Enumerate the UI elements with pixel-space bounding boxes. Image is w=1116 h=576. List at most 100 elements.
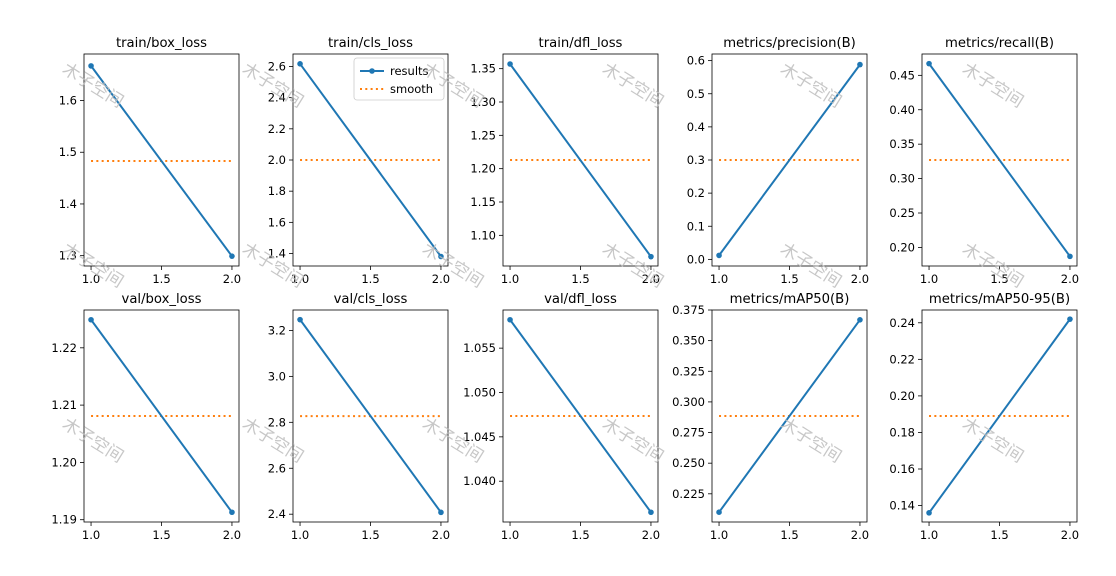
y-tick-label: 0.24 (889, 316, 915, 330)
results-point (648, 509, 654, 516)
results-point (88, 316, 94, 323)
results-line (509, 63, 652, 258)
results-point (438, 253, 444, 260)
subplot-metrics-map50-b: metrics/mAP50(B) 1.0 1.5 2.0 0.225 0.250 0.275… (672, 292, 869, 542)
y-tick-label: 0.3 (687, 153, 705, 167)
subplot-title: metrics/mAP50(B) (730, 292, 850, 307)
y-tick-label: 0.5 (687, 87, 705, 101)
y-tick-label: 0.2 (687, 186, 705, 200)
x-tick-label: 2.0 (851, 528, 869, 542)
y-tick-label: 0.4 (687, 120, 705, 134)
results-point (438, 509, 444, 516)
y-tick-label: 1.040 (463, 474, 496, 488)
x-tick-label: 1.5 (361, 528, 379, 542)
legend-smooth-label: smooth (390, 82, 433, 96)
results-point (297, 61, 303, 67)
x-tick-label: 1.5 (990, 272, 1008, 286)
results-point (1067, 316, 1073, 322)
y-tick-label: 1.055 (463, 341, 496, 355)
y-tick-label: 0.35 (889, 137, 915, 151)
y-tick-label: 1.20 (51, 455, 77, 469)
x-tick-label: 2.0 (642, 528, 660, 542)
y-tick-label: 0.300 (672, 395, 705, 409)
y-tick-label: 1.6 (268, 215, 286, 229)
y-tick-label: 1.8 (268, 184, 286, 198)
subplot-title: train/cls_loss (328, 36, 413, 51)
watermark-text: 木子空间 (777, 59, 845, 112)
subplot-metrics-map50-95-b: metrics/mAP50-95(B) 1.0 1.5 2.0 0.14 0.16 0.18… (889, 292, 1079, 542)
results-line (718, 64, 861, 256)
legend: results smooth (353, 57, 445, 101)
x-tick-label: 1.5 (571, 528, 589, 542)
results-line (90, 65, 233, 257)
x-tick-label: 2.0 (223, 528, 241, 542)
y-tick-label: 1.5 (59, 145, 77, 159)
x-tick-label: 1.0 (291, 528, 309, 542)
results-point (297, 316, 303, 323)
y-tick-label: 1.25 (470, 128, 496, 142)
y-tick-label: 1.050 (463, 385, 496, 399)
subplot-train-cls-loss: train/cls_loss 1.0 1.5 2.0 1.4 1.6 1.8 2.0 2.2 2.… (268, 36, 450, 286)
subplot-title: val/cls_loss (334, 292, 408, 307)
x-tick-label: 1.0 (501, 272, 519, 286)
results-point (716, 509, 722, 515)
results-point (1067, 253, 1073, 260)
x-tick-label: 2.0 (642, 272, 660, 286)
subplot-metrics-recall-b: metrics/recall(B) 1.0 1.5 2.0 0.20 0.25 0.30 0.… (889, 36, 1079, 286)
results-line (299, 63, 442, 258)
y-tick-label: 0.1 (687, 219, 705, 233)
subplot-title: val/dfl_loss (544, 292, 617, 307)
subplot-metrics-precision-b: metrics/precision(B) 1.0 1.5 2.0 0.0 0.1 0.2 0.… (687, 36, 869, 286)
y-tick-label: 3.2 (268, 323, 286, 337)
y-tick-label: 0.250 (672, 456, 705, 470)
x-tick-label: 1.0 (710, 272, 728, 286)
results-line (928, 63, 1071, 257)
subplot-title: val/box_loss (122, 292, 202, 307)
watermark-text: 木子空间 (959, 59, 1027, 112)
y-tick-label: 3.0 (268, 369, 286, 383)
x-tick-label: 1.0 (82, 272, 100, 286)
y-tick-label: 1.15 (470, 195, 496, 209)
y-tick-label: 0.25 (889, 206, 915, 220)
y-tick-label: 0.20 (889, 240, 915, 254)
x-tick-label: 1.5 (780, 528, 798, 542)
watermark-text: 木子空间 (777, 414, 845, 467)
results-line (90, 319, 233, 513)
y-tick-label: 1.35 (470, 62, 496, 76)
results-point (857, 317, 863, 323)
y-tick-label: 0.30 (889, 172, 915, 186)
y-tick-label: 1.3 (59, 249, 77, 263)
results-point (507, 61, 513, 67)
y-tick-label: 2.4 (268, 507, 286, 521)
y-tick-label: 0.225 (672, 487, 705, 501)
y-tick-label: 1.20 (470, 162, 496, 176)
y-tick-label: 2.6 (268, 461, 286, 475)
x-tick-label: 1.0 (82, 528, 100, 542)
subplot-train-box-loss: train/box_loss 1.0 1.5 2.0 1.3 1.4 1.5 1.6 (59, 36, 241, 286)
x-tick-label: 1.5 (571, 272, 589, 286)
y-tick-label: 1.045 (463, 430, 496, 444)
subplot-title: metrics/mAP50-95(B) (929, 292, 1070, 307)
results-line (718, 319, 861, 513)
x-tick-label: 1.5 (152, 528, 170, 542)
y-tick-label: 1.30 (470, 95, 496, 109)
y-tick-label: 0.20 (889, 389, 915, 403)
x-tick-label: 2.0 (1061, 272, 1079, 286)
y-tick-label: 0.14 (889, 499, 915, 513)
y-tick-label: 0.18 (889, 425, 915, 439)
subplot-val-dfl-loss: val/dfl_loss 1.0 1.5 2.0 1.040 1.045 1.050 1.05… (463, 292, 660, 542)
legend-results-label: results (390, 64, 429, 78)
y-tick-label: 0.375 (672, 303, 705, 317)
y-tick-label: 2.0 (268, 153, 286, 167)
subplot-title: train/box_loss (116, 36, 207, 51)
x-tick-label: 1.0 (501, 528, 519, 542)
x-tick-label: 2.0 (851, 272, 869, 286)
y-tick-label: 1.21 (51, 398, 77, 412)
subplot-val-box-loss: val/box_loss 1.0 1.5 2.0 1.19 1.20 1.21 1.22 (51, 292, 241, 542)
results-line (928, 318, 1071, 514)
y-tick-label: 1.4 (268, 247, 286, 261)
results-point (229, 253, 235, 259)
x-tick-label: 2.0 (432, 272, 450, 286)
